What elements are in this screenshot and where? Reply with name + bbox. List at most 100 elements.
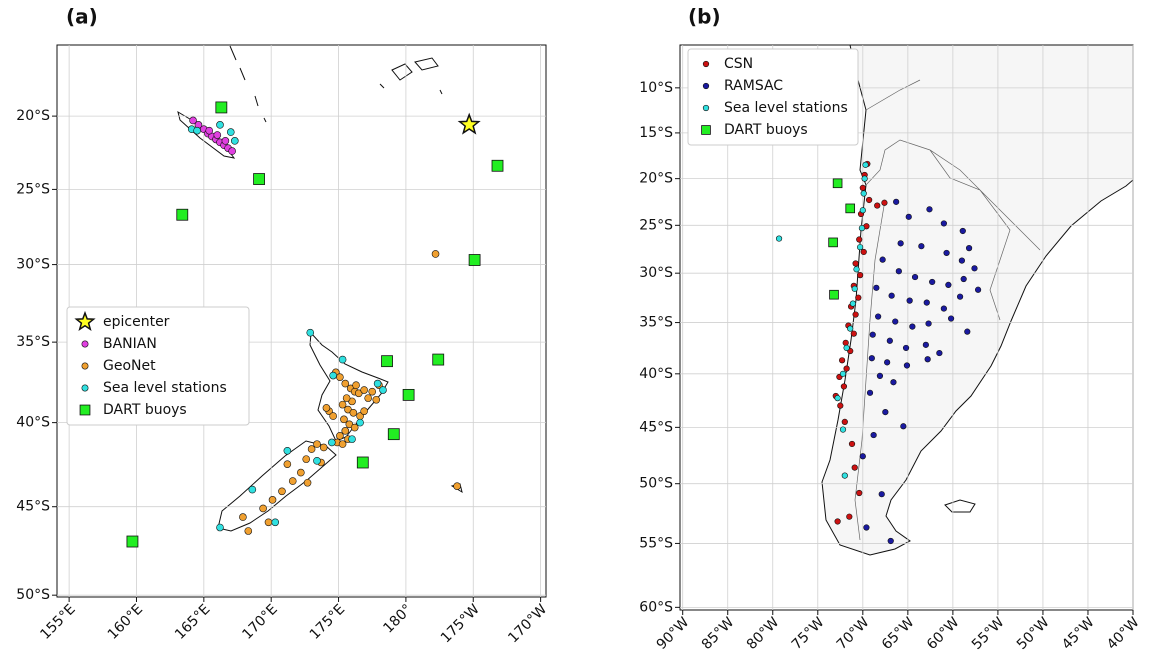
station-marker bbox=[849, 300, 857, 307]
legend-marker bbox=[79, 404, 91, 416]
x-tick-label: 170°E bbox=[239, 601, 280, 642]
station-marker bbox=[971, 265, 978, 272]
x-tick-label: 175°E bbox=[307, 601, 348, 642]
legend: epicenter BANIAN GeoNet Sea level stations D… bbox=[66, 306, 250, 426]
dart-marker bbox=[832, 178, 843, 189]
station-marker bbox=[922, 341, 929, 348]
station-marker bbox=[856, 236, 863, 243]
station-marker bbox=[945, 281, 952, 288]
station-marker bbox=[231, 137, 239, 145]
epicenter-marker bbox=[457, 112, 481, 135]
station-marker bbox=[876, 372, 884, 380]
dart-marker bbox=[845, 203, 856, 214]
x-tick-label: 75°W bbox=[789, 614, 828, 653]
x-tick-label: 90°W bbox=[654, 614, 693, 653]
vanuatu bbox=[229, 45, 267, 123]
station-marker bbox=[852, 311, 859, 318]
station-marker bbox=[338, 440, 347, 448]
legend-label: CSN bbox=[724, 56, 753, 72]
station-marker bbox=[228, 147, 236, 155]
station-marker bbox=[859, 184, 866, 191]
station-marker bbox=[373, 379, 382, 388]
station-marker bbox=[960, 275, 967, 283]
dart-marker bbox=[381, 355, 393, 368]
station-marker bbox=[895, 268, 902, 275]
legend-label: DART buoys bbox=[103, 402, 187, 418]
legend-label: RAMSAC bbox=[724, 78, 783, 94]
station-marker bbox=[349, 408, 358, 417]
station-marker bbox=[884, 359, 891, 366]
station-marker bbox=[360, 407, 368, 415]
station-marker bbox=[205, 126, 214, 135]
station-marker bbox=[259, 504, 267, 513]
south-island bbox=[217, 440, 337, 532]
station-marker bbox=[881, 199, 888, 206]
station-marker bbox=[851, 464, 858, 471]
markers bbox=[126, 101, 504, 548]
y-tick-label: 30°S bbox=[639, 265, 673, 281]
station-marker bbox=[947, 315, 955, 322]
panel-a-frame bbox=[56, 44, 547, 598]
station-marker bbox=[239, 513, 247, 521]
station-marker bbox=[924, 356, 931, 363]
station-marker bbox=[925, 320, 932, 327]
legend-label: Sea level stations bbox=[103, 380, 227, 396]
y-tick-label: 45°S bbox=[16, 499, 50, 515]
station-marker bbox=[974, 286, 982, 293]
station-marker bbox=[213, 131, 222, 139]
station-marker bbox=[875, 313, 882, 320]
station-marker bbox=[342, 394, 351, 402]
station-marker bbox=[352, 381, 360, 389]
station-marker bbox=[340, 415, 348, 424]
dart-marker bbox=[215, 101, 228, 114]
y-tick-label: 25°S bbox=[639, 217, 673, 233]
station-marker bbox=[861, 175, 868, 182]
y-tick-label: 20°S bbox=[16, 108, 50, 124]
station-marker bbox=[313, 440, 321, 448]
station-marker bbox=[431, 250, 440, 258]
station-marker bbox=[379, 386, 387, 394]
y-tick-label: 15°S bbox=[639, 125, 673, 141]
x-tick-label: 80°W bbox=[744, 614, 783, 653]
station-marker bbox=[221, 137, 230, 145]
station-marker bbox=[189, 116, 197, 125]
y-tick-label: 60°S bbox=[639, 599, 673, 615]
legend-marker bbox=[701, 125, 711, 135]
legend: CSN RAMSAC Sea level stations DART buoys bbox=[687, 48, 859, 146]
station-marker bbox=[336, 373, 344, 381]
station-marker bbox=[216, 523, 224, 532]
station-marker bbox=[918, 243, 925, 250]
station-marker bbox=[360, 386, 368, 394]
station-marker bbox=[328, 438, 336, 447]
dart-marker bbox=[468, 254, 481, 266]
y-tick-label: 10°S bbox=[639, 80, 673, 96]
station-marker bbox=[870, 431, 877, 439]
legend-marker bbox=[702, 82, 710, 90]
station-marker bbox=[956, 293, 964, 300]
station-marker bbox=[874, 202, 881, 209]
station-marker bbox=[322, 404, 331, 412]
station-marker bbox=[893, 198, 900, 205]
legend-marker bbox=[702, 104, 710, 112]
station-marker bbox=[843, 365, 850, 372]
station-marker bbox=[887, 537, 894, 545]
station-marker bbox=[193, 126, 201, 135]
x-tick-label: 70°W bbox=[834, 614, 873, 653]
station-marker bbox=[903, 362, 911, 369]
dart-marker bbox=[126, 535, 139, 548]
station-marker bbox=[302, 455, 311, 463]
station-marker bbox=[911, 273, 919, 281]
station-marker bbox=[846, 513, 853, 520]
y-tick-label: 55°S bbox=[639, 535, 673, 551]
dart-marker bbox=[176, 208, 189, 221]
station-marker bbox=[338, 400, 347, 409]
x-tick-label: 60°W bbox=[924, 614, 963, 653]
station-marker bbox=[965, 245, 973, 252]
station-marker bbox=[943, 249, 950, 257]
station-marker bbox=[856, 489, 863, 497]
x-tick-label: 170°W bbox=[505, 601, 550, 646]
station-marker bbox=[929, 278, 936, 286]
station-marker bbox=[338, 355, 347, 364]
station-marker bbox=[306, 328, 315, 337]
